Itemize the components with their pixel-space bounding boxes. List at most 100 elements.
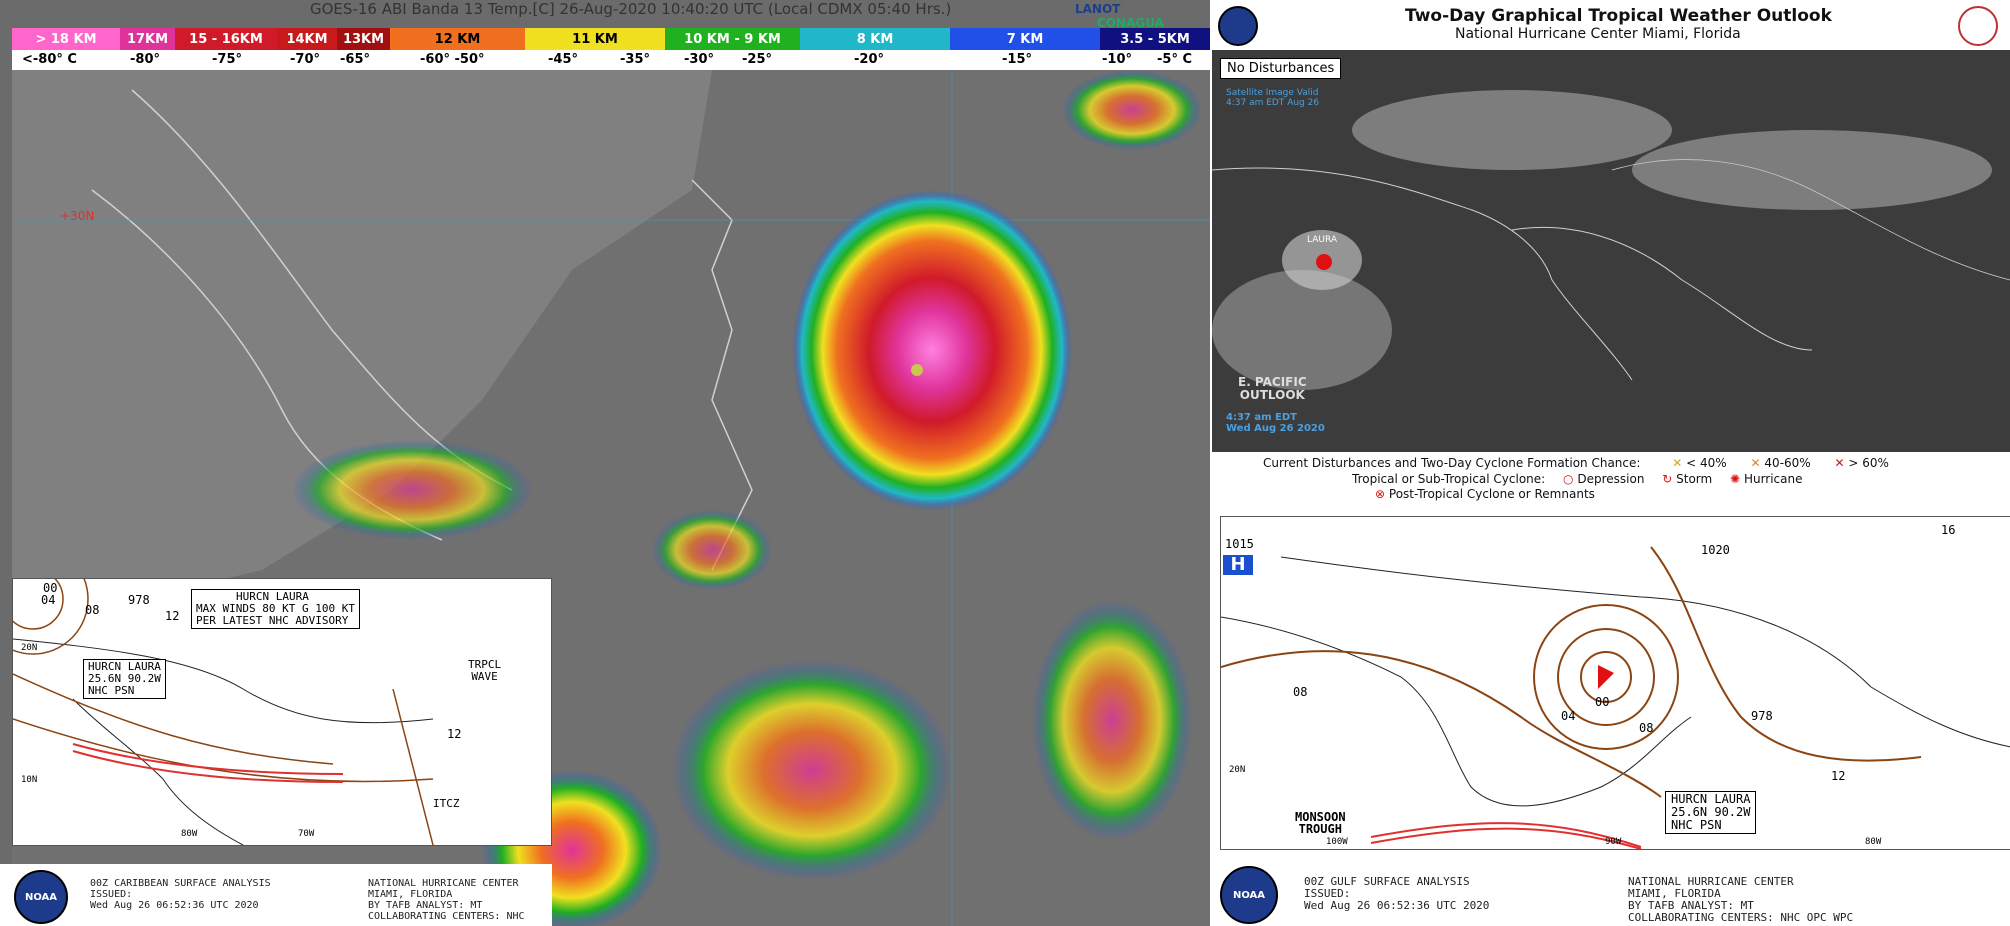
storm-position-box: HURCN LAURA 25.6N 90.2W NHC PSN <box>83 659 166 699</box>
footer-line: ISSUED: <box>1304 887 1351 900</box>
noaa-logo <box>1218 6 1258 46</box>
x-orange-icon: ✕ <box>1750 456 1761 470</box>
legend-disturbances: Current Disturbances and Two-Day Cyclone… <box>1263 456 1889 470</box>
outlook-title: Two-Day Graphical Tropical Weather Outlo… <box>1405 6 1832 26</box>
temp-label: -65° <box>340 52 370 67</box>
pressure-label: 08 <box>1293 685 1308 699</box>
high-pressure-label: H <box>1223 555 1253 575</box>
temp-label: -35° <box>620 52 650 67</box>
pressure-label: 16 <box>1941 523 1956 537</box>
gulf-footer: NOAA 00Z GULF SURFACE ANALYSIS ISSUED: W… <box>1212 862 2010 926</box>
pressure-label: 1020 <box>1701 543 1730 557</box>
pressure-label: 978 <box>128 593 150 607</box>
post-tropical-icon: ⊗ <box>1375 487 1386 501</box>
hurricane-symbol <box>1316 254 1332 270</box>
pressure-label: 08 <box>1639 721 1654 735</box>
footer-line: BY TAFB ANALYST: MT <box>368 900 483 911</box>
pressure-label: 00 <box>43 581 58 595</box>
feature-label-line: TROUGH <box>1298 822 1342 836</box>
outlook-satellite-image: LAURA <box>1212 50 2010 452</box>
outlook-map: LAURA No Disturbances Satellite Image Va… <box>1212 50 2010 452</box>
wave-label-line: WAVE <box>471 670 498 683</box>
advisory-line: MAX WINDS 80 KT G 100 KT <box>196 602 355 615</box>
footer-line: NATIONAL HURRICANE CENTER <box>1628 875 1794 888</box>
legend-type: Storm <box>1676 472 1713 486</box>
lon-label: 80W <box>181 829 198 839</box>
scale-band: 13KM <box>337 28 390 50</box>
footer-line: COLLABORATING CENTERS: NHC OPC WPC <box>1628 911 1854 924</box>
storm-box-line: HURCN LAURA <box>88 660 161 673</box>
pacific-outlook-link[interactable]: E. PACIFIC OUTLOOK <box>1238 376 1307 402</box>
nws-logo <box>1958 6 1998 46</box>
pacific-outlook-line: OUTLOOK <box>1239 388 1305 402</box>
pressure-label: 00 <box>1595 695 1610 709</box>
lat-label: 20N <box>1229 765 1246 775</box>
temp-label: -70° <box>290 52 320 67</box>
lon-label: 70W <box>298 829 315 839</box>
caribbean-footer-right: NATIONAL HURRICANE CENTER MIAMI, FLORIDA… <box>368 878 525 922</box>
legend-chance: < 40% <box>1686 456 1727 470</box>
pressure-label: 12 <box>1831 769 1846 783</box>
footer-line: 00Z GULF SURFACE ANALYSIS <box>1304 875 1470 888</box>
temp-label: -45° <box>548 52 578 67</box>
lat-label: 10N <box>21 775 38 785</box>
pressure-label: 04 <box>41 593 56 607</box>
legend-text: Post-Tropical Cyclone or Remnants <box>1388 487 1595 501</box>
scale-band: 7 KM <box>950 28 1100 50</box>
gulf-footer-left: 00Z GULF SURFACE ANALYSIS ISSUED: Wed Au… <box>1304 876 1489 912</box>
pressure-label: 12 <box>447 727 462 741</box>
legend-chance: 40-60% <box>1764 456 1811 470</box>
pacific-outlook-line: E. PACIFIC <box>1238 375 1307 389</box>
scale-band: 11 KM <box>525 28 665 50</box>
advisory-line: PER LATEST NHC ADVISORY <box>196 614 349 627</box>
lon-label: 90W <box>1605 837 1622 847</box>
grid-label: +30N <box>60 209 94 223</box>
gulf-map <box>1221 546 2010 849</box>
temp-label: -15° <box>1002 52 1032 67</box>
pressure-label: 12 <box>165 609 180 623</box>
hurricane-eye <box>911 364 923 376</box>
x-yellow-icon: ✕ <box>1672 456 1683 470</box>
temp-label: -60° -50° <box>420 52 485 67</box>
caribbean-footer: NOAA 00Z CARIBBEAN SURFACE ANALYSIS ISSU… <box>0 864 552 926</box>
noaa-logo: NOAA <box>1220 866 1278 924</box>
x-red-icon: ✕ <box>1834 456 1845 470</box>
lanot-logo: LANOT <box>1075 2 1121 16</box>
footer-line: COLLABORATING CENTERS: NHC <box>368 911 525 922</box>
pressure-label: 04 <box>1561 709 1576 723</box>
storm-icon: ↻ <box>1662 472 1673 486</box>
storm-box-line: 25.6N 90.2W <box>88 672 161 685</box>
temp-label: -5° C <box>1157 52 1193 67</box>
lon-label: 80W <box>1865 837 1882 847</box>
advisory-line: HURCN LAURA <box>236 590 309 603</box>
temp-label: <-80° C <box>22 52 77 67</box>
cloud-height-scale: > 18 KM 17KM 15 - 16KM 14KM 13KM 12 KM 1… <box>12 28 1210 50</box>
storm-box-line: NHC PSN <box>88 684 135 697</box>
satellite-panel: GOES-16 ABI Banda 13 Temp.[C] 26-Aug-202… <box>0 0 1210 926</box>
temp-label: -75° <box>212 52 242 67</box>
advisory-box: HURCN LAURA MAX WINDS 80 KT G 100 KT PER… <box>191 589 360 629</box>
agency-logos: LANOT CONAGUA <box>1075 2 1210 30</box>
scale-band: 14KM <box>277 28 337 50</box>
gulf-surface-analysis: H 1015 1020 08 04 00 08 978 12 16 20N 10… <box>1220 516 2010 850</box>
footer-line: MIAMI, FLORIDA <box>1628 887 1721 900</box>
temp-label: -30° <box>684 52 714 67</box>
pacific-time-line: Wed Aug 26 2020 <box>1226 423 1325 434</box>
pressure-label: 1015 <box>1225 537 1254 551</box>
scale-band: 10 KM - 9 KM <box>665 28 800 50</box>
legend-cyclones: Tropical or Sub-Tropical Cyclone: ○ Depr… <box>1352 472 1803 486</box>
legend-text: Current Disturbances and Two-Day Cyclone… <box>1263 456 1641 470</box>
outlook-subtitle: National Hurricane Center Miami, Florida <box>1455 26 1741 42</box>
storm-box-line: HURCN LAURA <box>1671 792 1751 806</box>
temp-label: -80° <box>130 52 160 67</box>
gulf-footer-right: NATIONAL HURRICANE CENTER MIAMI, FLORIDA… <box>1628 876 1853 924</box>
legend-type: Depression <box>1577 472 1645 486</box>
tropical-wave-label: TRPCL WAVE <box>468 659 501 683</box>
map-valid-time: Satellite Image Valid 4:37 am EDT Aug 26 <box>1226 88 1319 108</box>
hurricane-laura-cloud <box>792 190 1072 510</box>
wave-label-line: TRPCL <box>468 658 502 671</box>
scale-band: 8 KM <box>800 28 950 50</box>
scale-band: 15 - 16KM <box>175 28 277 50</box>
monsoon-trough-label: MONSOON TROUGH <box>1295 811 1346 835</box>
hurricane-icon: ✺ <box>1730 472 1741 486</box>
